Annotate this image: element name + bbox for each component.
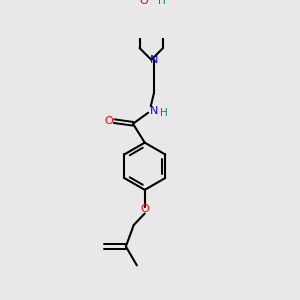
Text: O: O — [104, 116, 113, 126]
Text: N: N — [150, 106, 159, 116]
Text: N: N — [150, 55, 158, 65]
Text: O: O — [140, 0, 148, 6]
Text: H: H — [160, 108, 167, 118]
Text: O: O — [140, 204, 149, 214]
Text: H: H — [158, 0, 166, 6]
